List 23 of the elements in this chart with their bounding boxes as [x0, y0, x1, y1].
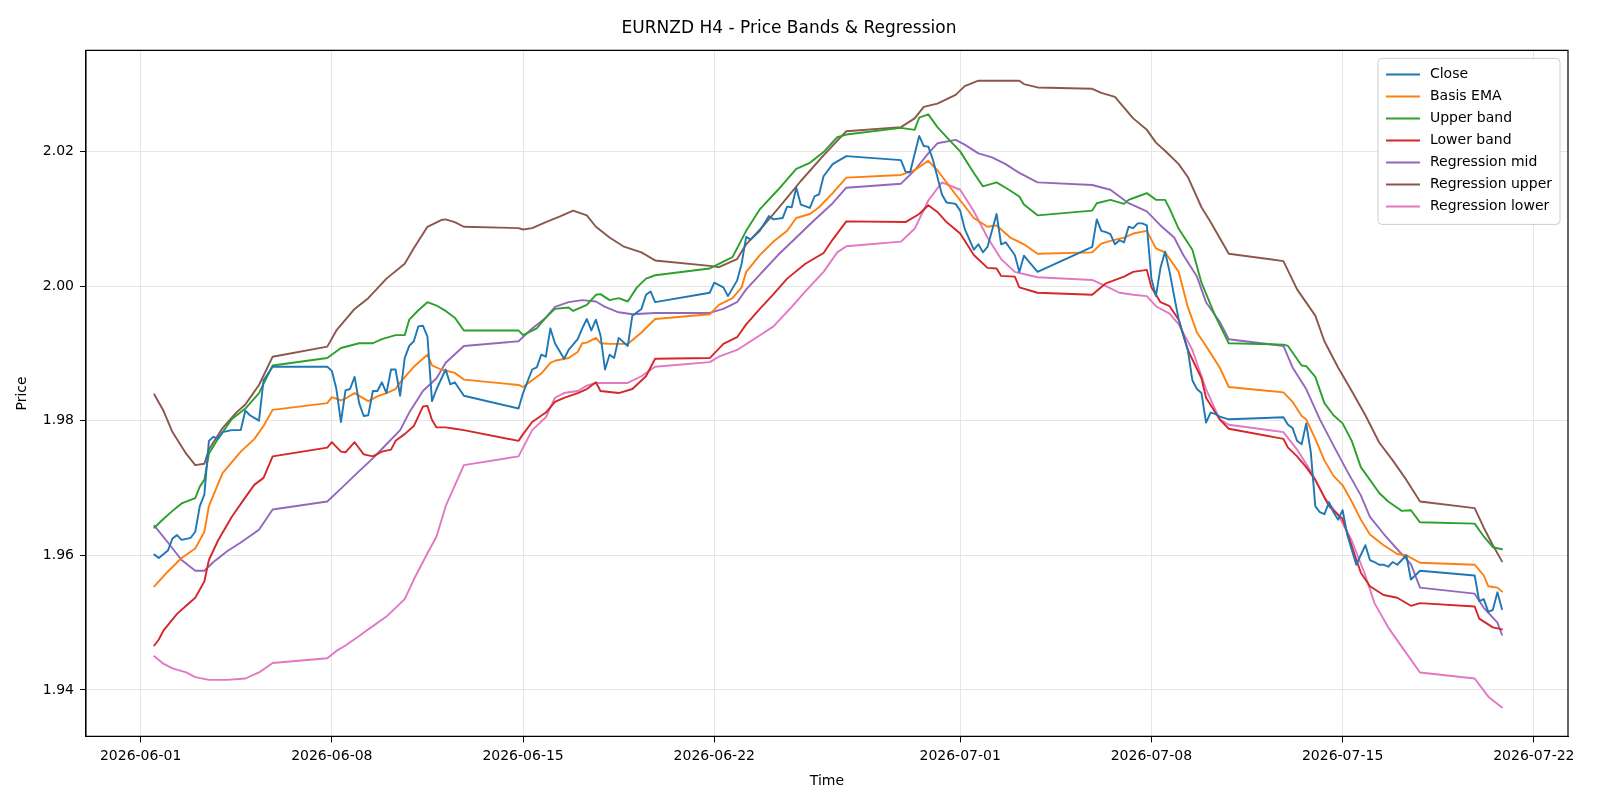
y-axis-title: Price — [13, 376, 30, 411]
x-tick-label: 2026-07-15 — [1301, 747, 1384, 764]
x-tick-label: 2026-07-01 — [919, 747, 1001, 764]
y-tick-label: 2.00 — [42, 276, 74, 293]
legend-label: Basis EMA — [1429, 87, 1502, 104]
x-tick-label: 2026-07-08 — [1110, 747, 1193, 764]
x-tick-label: 2026-07-22 — [1493, 747, 1575, 764]
legend-label: Close — [1429, 65, 1469, 82]
legend-label: Regression lower — [1429, 197, 1550, 214]
y-tick-label: 1.98 — [42, 411, 74, 428]
y-tick-label: 1.94 — [42, 680, 75, 697]
x-tick-label: 2026-06-22 — [673, 747, 755, 764]
legend-label: Regression upper — [1429, 175, 1553, 192]
legend-label: Upper band — [1429, 109, 1513, 126]
y-tick-label: 1.96 — [42, 545, 75, 562]
chart-title: EURNZD H4 - Price Bands & Regression — [621, 16, 957, 37]
legend-label: Regression mid — [1429, 153, 1538, 170]
legend-label: Lower band — [1429, 131, 1512, 148]
x-tick-label: 2026-06-15 — [482, 747, 564, 764]
x-tick-label: 2026-06-01 — [99, 747, 182, 764]
y-tick-label: 2.02 — [42, 142, 74, 159]
x-tick-label: 2026-06-08 — [291, 747, 373, 764]
x-axis-title: Time — [808, 772, 845, 789]
